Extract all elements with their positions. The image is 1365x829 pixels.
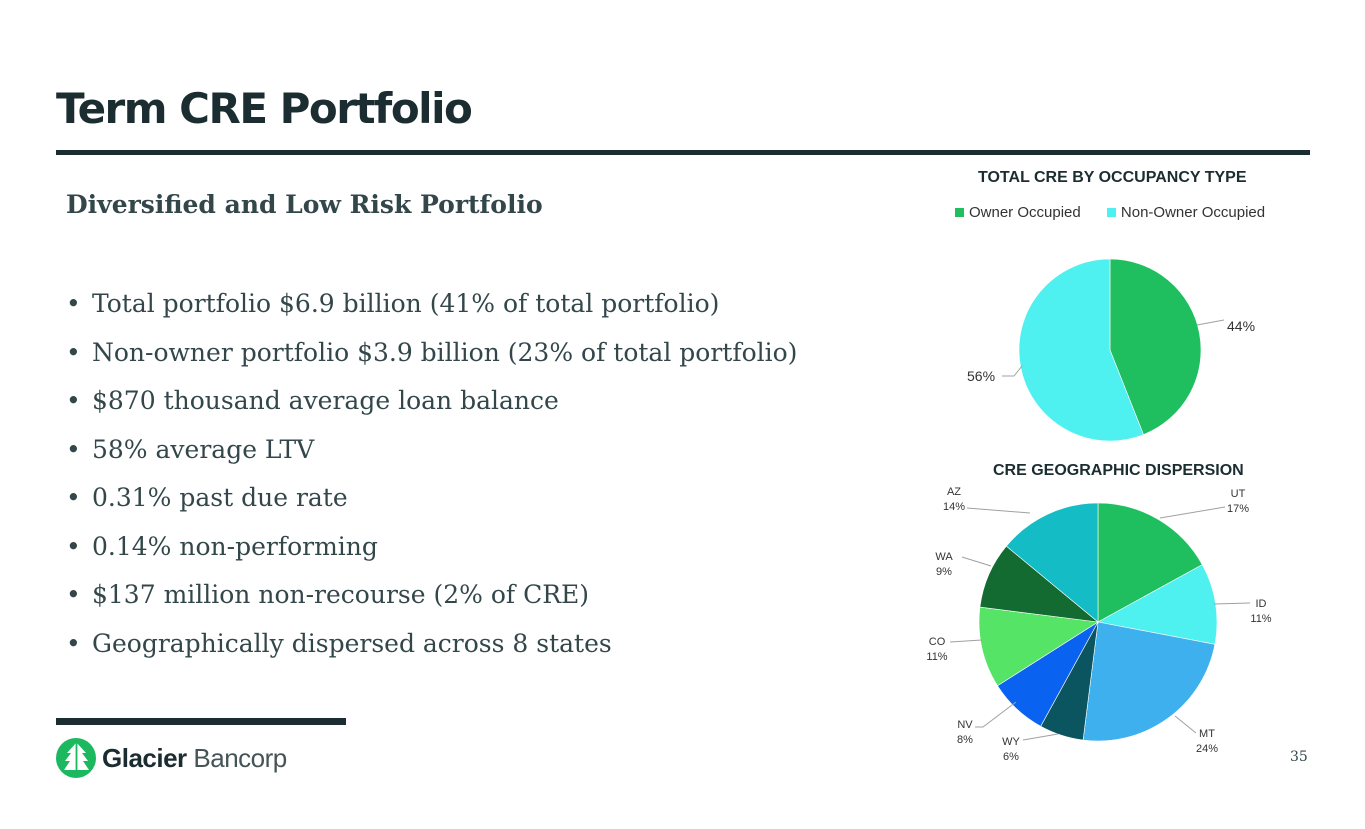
title-divider: [56, 150, 1310, 155]
footer-divider: [56, 718, 346, 725]
geo-slice-co: [978, 606, 1099, 687]
bullet-item: • $870 thousand average loan balance: [66, 386, 559, 415]
geo-data-label-co: 11%: [926, 651, 947, 663]
bullet-item: • Total portfolio $6.9 billion (41% of to…: [66, 289, 720, 318]
geo-category-label-co: CO: [929, 636, 946, 648]
geo-data-label-ut: 17%: [1227, 503, 1249, 515]
legend-swatch-non-owner: [1106, 207, 1116, 217]
bullet-item: • Non-owner portfolio $3.9 billion (23% o…: [66, 337, 798, 367]
occupancy-legend: Owner Occupied Non-Owner Occupied: [955, 204, 1287, 221]
glacier-bancorp-logo: Glacier Bancorp: [56, 737, 316, 779]
geo-leader-wy: [1022, 733, 1059, 741]
occupancy-leader-non-owner: [1002, 365, 1023, 377]
geo-category-label-mt: MT: [1199, 728, 1215, 740]
page-number: 35: [1290, 749, 1308, 765]
geographic-chart-title: CRE GEOGRAPHIC DISPERSION: [993, 462, 1244, 479]
geo-category-label-az: AZ: [947, 486, 961, 498]
bullet-item: • 0.31% past due rate: [66, 483, 348, 512]
occupancy-slice-owner-occupied: [1109, 258, 1202, 435]
geo-slice-ut: [1097, 502, 1203, 623]
geo-data-label-nv: 8%: [957, 734, 973, 746]
geo-leader-nv: [975, 701, 1017, 728]
geo-category-label-wy: WY: [1002, 736, 1020, 748]
bullet-list: • Total portfolio $6.9 billion (41% of to…: [66, 284, 797, 672]
page-title: Term CRE Portfolio: [56, 84, 473, 133]
geo-slice-id: [1097, 564, 1218, 645]
geo-leader-mt: [1174, 715, 1197, 734]
occupancy-data-label-non-owner: 56%: [967, 368, 995, 384]
occupancy-chart-title: TOTAL CRE BY OCCUPANCY TYPE: [978, 169, 1247, 186]
bullet-item: • 0.14% non-performing: [66, 531, 378, 561]
glacier-mountain-icon: [56, 738, 96, 778]
bullet-item: • 58% average LTV: [66, 434, 315, 464]
logo-wordmark: Glacier Bancorp: [102, 743, 287, 773]
geo-category-label-id: ID: [1256, 598, 1267, 610]
geo-data-label-wy: 6%: [1003, 751, 1019, 763]
geo-slice-mt: [1082, 621, 1216, 742]
section-subtitle: Diversified and Low Risk Portfolio: [66, 190, 543, 219]
legend-item-owner: Owner Occupied: [955, 204, 1081, 221]
geo-leader-co: [949, 639, 983, 643]
bullet-item: • $137 million non-recourse (2% of CRE): [66, 580, 590, 609]
geo-category-label-nv: NV: [957, 719, 973, 731]
geo-category-label-wa: WA: [935, 551, 953, 563]
geo-data-label-mt: 24%: [1196, 743, 1218, 755]
geo-category-label-ut: UT: [1231, 488, 1246, 500]
bullet-item: • Geographically dispersed across 8 state…: [66, 628, 612, 658]
geo-data-label-id: 11%: [1250, 613, 1271, 625]
geo-leader-id: [1213, 602, 1251, 605]
geo-slice-az: [1005, 502, 1099, 623]
legend-item-non-owner: Non-Owner Occupied: [1106, 204, 1265, 221]
legend-swatch-owner: [955, 207, 964, 217]
geo-data-label-wa: 9%: [936, 566, 952, 578]
occupancy-data-label-owner: 44%: [1227, 318, 1255, 334]
geo-leader-az: [966, 507, 1031, 514]
geo-data-label-az: 14%: [943, 501, 965, 513]
geo-leader-wa: [961, 556, 992, 567]
geo-leader-ut: [1159, 506, 1226, 519]
occupancy-leader-owner: [1196, 319, 1225, 326]
